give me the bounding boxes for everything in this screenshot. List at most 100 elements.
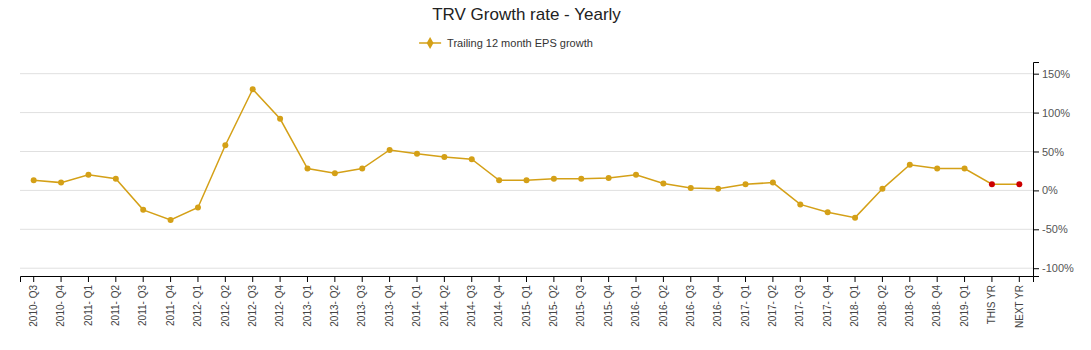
x-tick-mark xyxy=(143,276,144,282)
x-axis: 2010- Q32010- Q42011- Q12011- Q22011- Q3… xyxy=(21,276,1034,328)
y-tick: -100% xyxy=(1033,262,1074,274)
x-tick-mark xyxy=(61,276,62,282)
x-tick-label: 2013- Q3 xyxy=(356,285,367,327)
x-tick: 2012- Q2 xyxy=(220,276,231,327)
point xyxy=(195,205,201,211)
grid-line xyxy=(20,73,1033,74)
x-tick-label: 2011- Q2 xyxy=(110,285,121,326)
point xyxy=(715,186,721,192)
x-tick-label: 2018- Q4 xyxy=(931,285,942,327)
x-tick-label: 2018- Q1 xyxy=(849,285,860,327)
point xyxy=(578,176,584,182)
grid-line xyxy=(20,229,1033,230)
x-tick-label: 2014- Q1 xyxy=(411,285,422,327)
x-tick-mark xyxy=(581,276,582,282)
x-tick: 2015- Q2 xyxy=(548,276,559,327)
y-tick-label: 150% xyxy=(1042,68,1070,80)
x-tick: 2018- Q1 xyxy=(849,276,860,327)
x-tick-label: 2017- Q2 xyxy=(767,285,778,327)
x-tick: 2014- Q4 xyxy=(493,276,504,327)
x-tick-mark xyxy=(690,276,691,282)
x-tick-label: 2012- Q2 xyxy=(220,285,231,327)
x-tick-label: 2017- Q4 xyxy=(822,285,833,327)
x-tick: 2014- Q2 xyxy=(439,276,450,327)
y-tick: -50% xyxy=(1033,223,1068,235)
x-tick-mark xyxy=(553,276,554,282)
x-tick-mark xyxy=(197,276,198,282)
point xyxy=(633,172,639,178)
point xyxy=(743,181,749,187)
x-tick-mark xyxy=(389,276,390,282)
x-tick-mark xyxy=(170,276,171,282)
x-tick-mark xyxy=(882,276,883,282)
x-tick-label: 2010- Q4 xyxy=(55,285,66,327)
x-tick: 2011- Q4 xyxy=(165,276,176,326)
point xyxy=(113,176,119,182)
x-tick-mark xyxy=(471,276,472,282)
point xyxy=(332,170,338,176)
point xyxy=(907,162,913,168)
point xyxy=(879,186,885,192)
x-tick-label: 2015- Q4 xyxy=(603,285,614,327)
y-tick-mark xyxy=(1033,74,1039,75)
x-tick-label: 2014- Q2 xyxy=(439,285,450,327)
x-tick: 2012- Q1 xyxy=(192,276,203,327)
point xyxy=(1016,181,1022,187)
x-tick-label: 2015- Q1 xyxy=(521,285,532,327)
x-tick-mark xyxy=(663,276,664,282)
x-tick-mark xyxy=(800,276,801,282)
point xyxy=(414,151,420,157)
x-tick: 2017- Q1 xyxy=(740,276,751,327)
x-tick: 2015- Q3 xyxy=(575,276,586,327)
chart: 2010- Q32010- Q42011- Q12011- Q22011- Q3… xyxy=(0,0,1091,350)
point xyxy=(250,86,256,92)
x-tick-mark xyxy=(88,276,89,282)
x-tick: 2018- Q2 xyxy=(877,276,888,327)
y-tick: 50% xyxy=(1033,146,1064,158)
x-tick: 2011- Q2 xyxy=(110,276,121,326)
point xyxy=(168,217,174,223)
x-tick-mark xyxy=(362,276,363,282)
grid-line xyxy=(20,151,1033,152)
x-tick: NEXT YR xyxy=(1014,276,1025,328)
x-tick: 2016- Q4 xyxy=(712,276,723,327)
x-tick-label: NEXT YR xyxy=(1014,285,1025,328)
x-tick-label: 2019- Q1 xyxy=(959,285,970,327)
point xyxy=(660,180,666,186)
point xyxy=(524,177,530,183)
x-tick-label: 2018- Q3 xyxy=(904,285,915,327)
point xyxy=(58,180,64,186)
x-tick-mark xyxy=(225,276,226,282)
x-tick-mark xyxy=(1019,276,1020,282)
x-tick: 2010- Q4 xyxy=(55,276,66,327)
x-tick-label: 2018- Q2 xyxy=(877,285,888,327)
x-tick: 2013- Q3 xyxy=(356,276,367,327)
x-tick-mark xyxy=(937,276,938,282)
y-tick-mark xyxy=(1033,229,1039,230)
x-tick-label: THIS YR xyxy=(986,285,997,324)
grid-line xyxy=(20,268,1033,269)
x-tick-mark xyxy=(334,276,335,282)
x-tick-mark xyxy=(745,276,746,282)
x-tick-mark xyxy=(855,276,856,282)
point xyxy=(441,154,447,160)
x-tick-mark xyxy=(115,276,116,282)
y-tick: 100% xyxy=(1033,107,1070,119)
series-line xyxy=(34,89,1020,220)
y-tick-label: 50% xyxy=(1042,146,1064,158)
y-tick-label: 100% xyxy=(1042,107,1070,119)
point xyxy=(852,215,858,221)
y-tick-mark xyxy=(1033,113,1039,114)
x-tick-label: 2016- Q2 xyxy=(658,285,669,327)
x-tick: 2013- Q1 xyxy=(302,276,313,327)
x-tick-label: 2014- Q4 xyxy=(493,285,504,327)
y-tick: 0% xyxy=(1033,184,1058,196)
title: TRV Growth rate - Yearly xyxy=(432,5,621,24)
x-tick-mark xyxy=(772,276,773,282)
x-tick: 2014- Q1 xyxy=(411,276,422,327)
x-tick-mark xyxy=(964,276,965,282)
x-tick-label: 2016- Q1 xyxy=(630,285,641,327)
x-tick-mark xyxy=(526,276,527,282)
x-tick: 2015- Q4 xyxy=(603,276,614,327)
x-tick: 2019- Q1 xyxy=(959,276,970,327)
